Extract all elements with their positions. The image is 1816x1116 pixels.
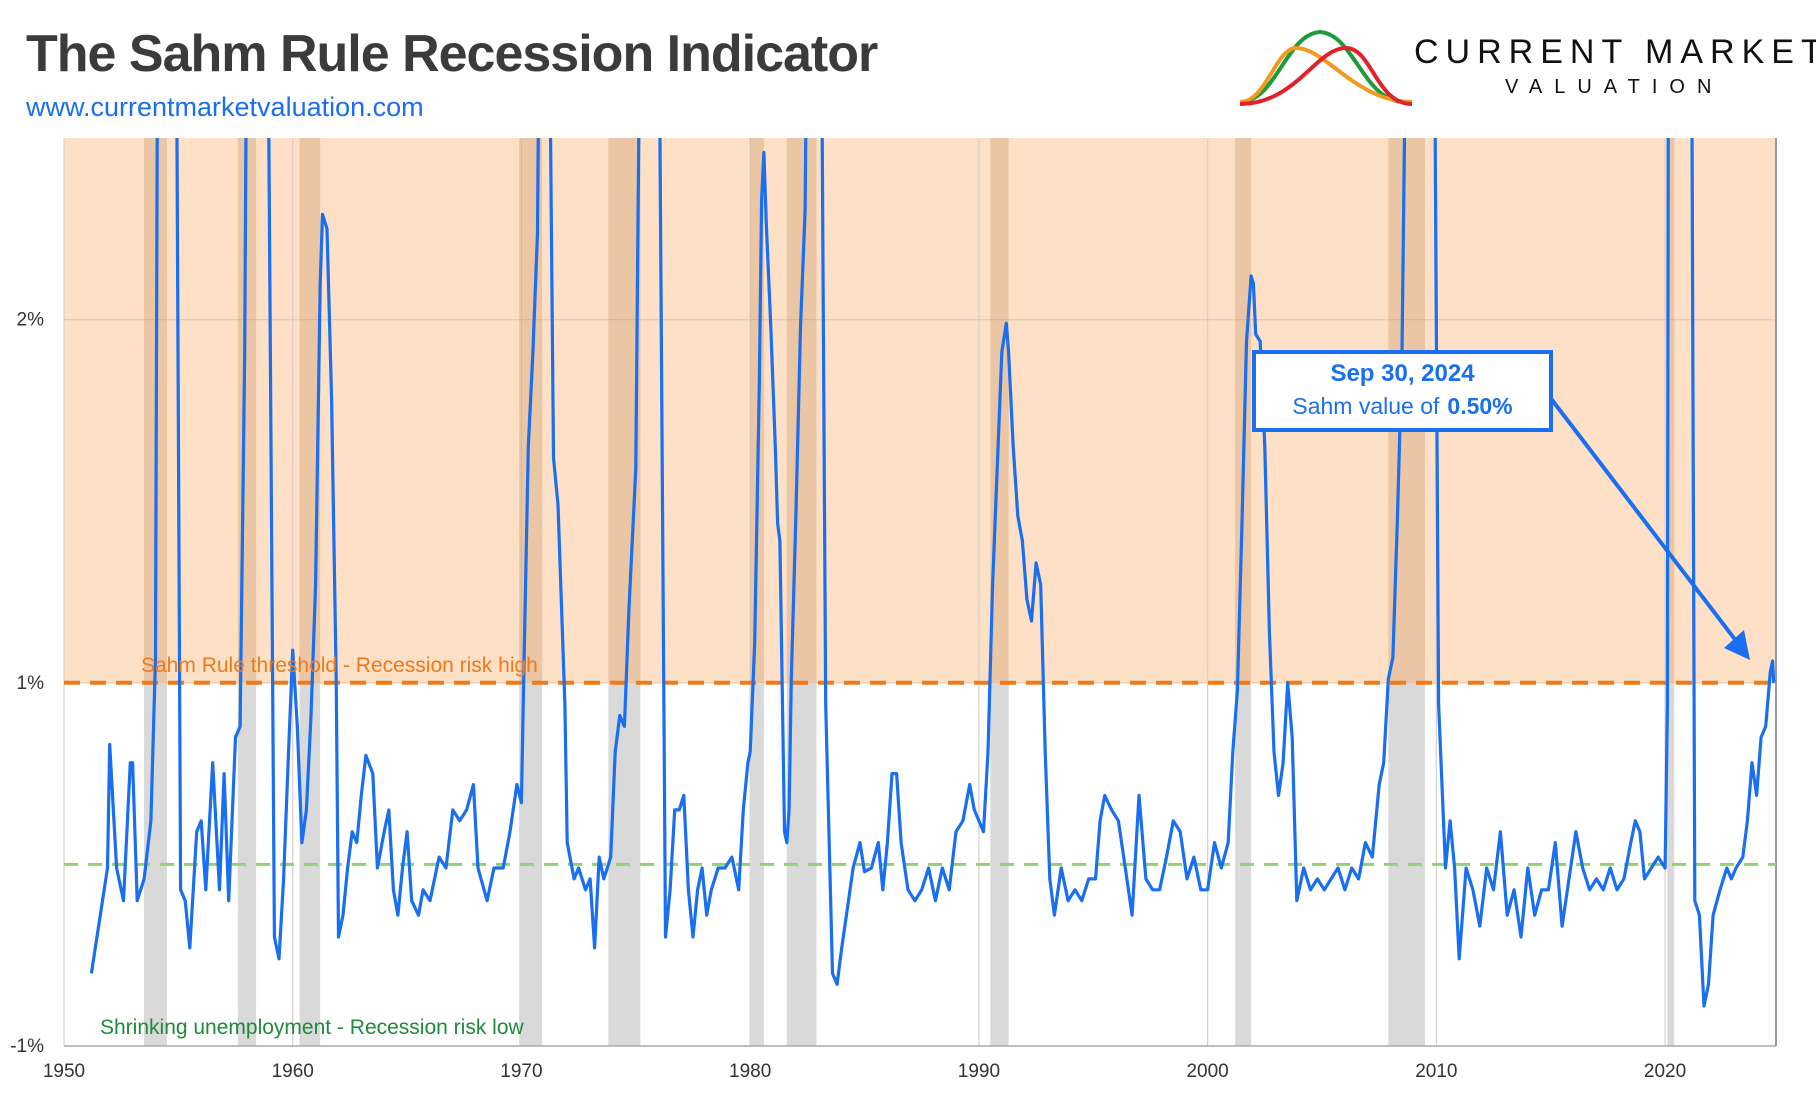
x-tick-label: 1990 (958, 1061, 1000, 1082)
x-tick-label: 1950 (43, 1061, 85, 1082)
sahm-series-line (89, 138, 1776, 1008)
recession-band-upper (786, 138, 817, 683)
recession-band-lower (990, 682, 1009, 1046)
x-tick-label: 1980 (729, 1061, 771, 1082)
logo-text-line1: CURRENT MARKET (1414, 33, 1816, 71)
recession-band-lower (237, 682, 257, 1046)
arrow-head-icon (1724, 630, 1750, 660)
callout-arrow (1547, 394, 1742, 648)
recession-band-upper (1667, 138, 1675, 683)
x-tick-label: 2020 (1644, 1061, 1686, 1082)
x-tick-label: 1970 (500, 1061, 542, 1082)
recession-band-lower (1667, 682, 1675, 1046)
y-tick-label: 2% (17, 310, 45, 331)
chart-title: The Sahm Rule Recession Indicator (26, 25, 878, 83)
website-link[interactable]: www.currentmarketvaluation.com (26, 92, 424, 122)
latest-value-callout: Sep 30, 2024 Sahm value of 0.50% (1252, 350, 1553, 432)
recession-band-lower (144, 682, 167, 1046)
logo-bell-curves-icon (1239, 29, 1413, 106)
recession-band-lower (750, 682, 764, 1046)
recession-band-upper (1235, 138, 1252, 683)
x-tick-label: 2010 (1415, 1061, 1457, 1082)
y-tick-label: -1% (10, 1036, 44, 1057)
callout-prefix: Sahm value of (1292, 393, 1440, 419)
callout-date: Sep 30, 2024 (1330, 360, 1475, 387)
y-tick-label: 1% (17, 673, 45, 694)
callout-value: 0.50% (1447, 393, 1513, 419)
logo-text-line2: VALUATION (1505, 76, 1724, 98)
low-risk-label: Shrinking unemployment - Recession risk … (100, 1016, 524, 1039)
x-tick-label: 1960 (272, 1061, 314, 1082)
x-tick-label: 2000 (1186, 1061, 1228, 1082)
threshold-label: Sahm Rule threshold - Recession risk hig… (141, 654, 538, 677)
